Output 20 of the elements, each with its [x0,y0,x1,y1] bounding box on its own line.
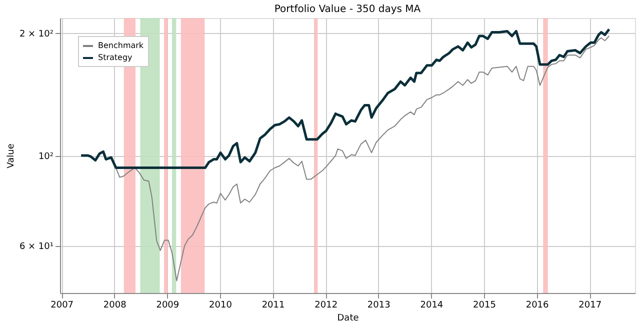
x-tick-label: 2010 [209,300,232,310]
x-tick-label: 2009 [156,300,180,310]
y-axis-title: Value [6,143,16,168]
line-series [80,28,610,170]
x-tick-label: 2008 [103,300,127,310]
x-tick-label: 2007 [50,300,74,310]
y-tick-label: 2 × 10² [19,30,54,40]
x-tick-label: 2013 [367,300,390,310]
x-tick-label: 2012 [314,300,338,310]
x-tick-label: 2016 [526,300,550,310]
x-tick-label: 2015 [473,300,496,310]
y-tick-label: 10² [38,152,54,162]
y-tick-label: 6 × 10¹ [19,242,54,252]
x-tick-label: 2014 [420,300,444,310]
legend-label: Strategy [98,53,133,62]
x-tick-label: 2017 [578,300,602,310]
chart-title: Portfolio Value - 350 days MA [274,4,421,15]
x-tick-label: 2011 [262,300,285,310]
x-axis-title: Date [337,314,360,324]
legend-label: Benchmark [98,41,144,50]
